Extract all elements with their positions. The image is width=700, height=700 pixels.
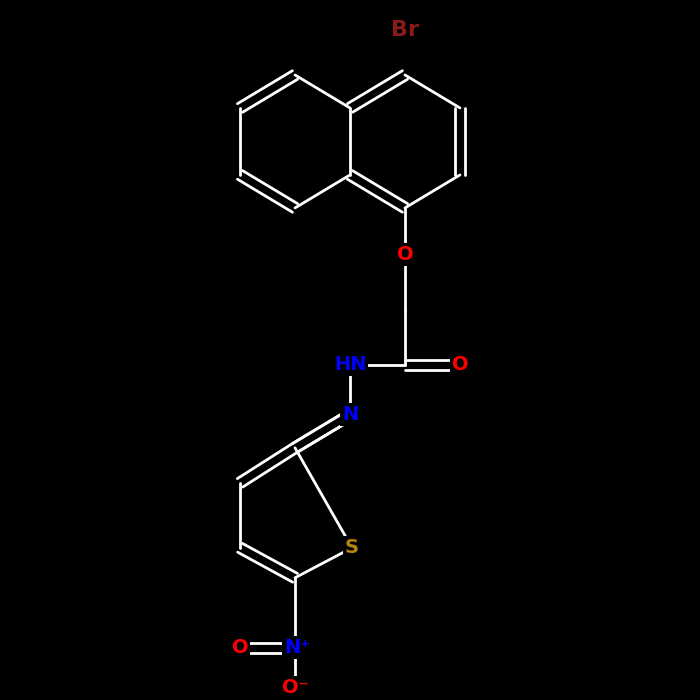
Text: N⁺: N⁺ [284,638,310,657]
Text: S: S [345,538,359,557]
Text: O⁻: O⁻ [281,678,309,697]
Text: O: O [452,356,468,375]
Text: N: N [342,405,358,424]
Text: HN: HN [334,356,366,375]
Text: Br: Br [391,20,419,40]
Text: O: O [397,246,413,265]
Text: O: O [232,638,248,657]
